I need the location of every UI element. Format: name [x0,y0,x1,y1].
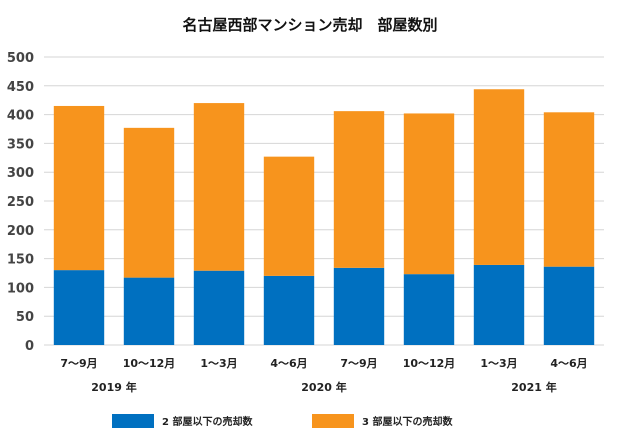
year-labels: 2019 年 2020 年 2021 年 [91,380,556,394]
bar-three-rooms [263,156,315,276]
bar-three-rooms [543,112,595,267]
bar-two-rooms [543,266,595,345]
y-tick-label: 300 [7,166,34,181]
x-category-label: 1～3月 [200,357,237,370]
x-category-label: 4～6月 [270,357,307,370]
bar-two-rooms [193,270,245,345]
legend-swatch-three-rooms [312,414,354,428]
legend: 2 部屋以下の売却数 3 部屋以下の売却数 [112,414,453,428]
y-tick-label: 400 [7,109,34,124]
y-tick-label: 250 [7,195,34,210]
y-tick-label: 350 [7,137,34,152]
y-tick-label: 150 [7,253,34,268]
x-category-label: 7～9月 [340,357,377,370]
chart-title: 名古屋西部マンション売却 部屋数別 [182,16,437,34]
y-tick-label: 0 [25,339,34,354]
bar-two-rooms [53,270,105,345]
bar-two-rooms [473,264,525,345]
x-category-label: 1～3月 [480,357,517,370]
bar-three-rooms [333,111,385,268]
bar-two-rooms [263,275,315,345]
y-tick-label: 450 [7,80,34,95]
x-category-label: 10～12月 [123,357,176,370]
bar-two-rooms [333,267,385,345]
y-tick-label: 50 [16,310,34,325]
legend-label-three-rooms: 3 部屋以下の売却数 [362,415,453,428]
year-group-label: 2019 年 [91,380,136,394]
bar-two-rooms [123,277,175,345]
bar-three-rooms [193,103,245,271]
year-group-label: 2021 年 [511,380,556,394]
x-category-label: 7～9月 [60,357,97,370]
bar-three-rooms [53,105,105,271]
y-axis-ticks: 0 50 100 150 200 250 300 350 400 450 500 [7,51,34,354]
y-tick-label: 200 [7,224,34,239]
y-tick-label: 100 [7,281,34,296]
bar-three-rooms [123,127,175,278]
bar-three-rooms [403,113,455,275]
y-tick-label: 500 [7,51,34,66]
bar-two-rooms [403,274,455,345]
x-category-label: 10～12月 [403,357,456,370]
legend-label-two-rooms: 2 部屋以下の売却数 [162,415,253,428]
bar-three-rooms [473,89,525,265]
year-group-label: 2020 年 [301,380,346,394]
x-category-label: 4～6月 [550,357,587,370]
legend-swatch-two-rooms [112,414,154,428]
bars [53,89,595,345]
x-axis-categories: 7～9月 10～12月 1～3月 4～6月 7～9月 10～12月 1～3月 4～6月 [60,357,587,370]
